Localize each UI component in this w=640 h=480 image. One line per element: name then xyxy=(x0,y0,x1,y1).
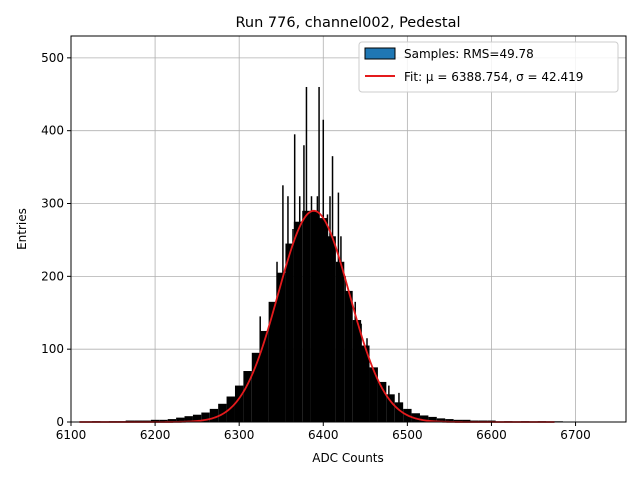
histogram-bar xyxy=(243,371,252,422)
legend-box xyxy=(358,41,619,93)
histogram-spike xyxy=(314,316,316,422)
histogram-bar xyxy=(361,345,370,422)
histogram-bar xyxy=(386,394,395,422)
histogram-spike xyxy=(329,196,331,422)
histogram-spike xyxy=(331,156,334,423)
histogram-bar xyxy=(184,416,193,422)
histogram-spike xyxy=(326,214,329,422)
histogram-spike xyxy=(318,86,320,422)
histogram-bar xyxy=(192,414,202,422)
histogram-bar xyxy=(226,396,235,422)
x-tick-label: 6700 xyxy=(560,428,591,442)
histogram-spike xyxy=(344,276,346,422)
histogram-bar xyxy=(167,419,177,422)
histogram-spike xyxy=(259,316,261,422)
histogram-spike xyxy=(360,323,362,422)
histogram-spike xyxy=(316,196,319,422)
x-axis: 6100 6200 6300 6400 6500 6600 6700 xyxy=(56,422,591,442)
histogram-spike xyxy=(366,338,368,422)
histogram-spike xyxy=(398,392,400,422)
legend-samples-swatch xyxy=(364,47,396,60)
histogram-bar xyxy=(260,330,269,422)
histogram-bar xyxy=(251,352,261,422)
histogram-bar xyxy=(327,236,336,422)
histogram-spike xyxy=(340,236,342,422)
y-tick-label: 0 xyxy=(56,415,64,429)
histogram-bar xyxy=(377,381,387,422)
histogram-bar xyxy=(268,301,278,422)
histogram-bar xyxy=(436,418,446,422)
histogram-bar xyxy=(453,419,463,422)
chart-title: Run 776, channel002, Pedestal xyxy=(235,15,460,31)
histogram-bar xyxy=(150,419,160,422)
histogram-spike xyxy=(293,134,296,423)
y-axis: 0 100 200 300 400 500 xyxy=(41,51,71,429)
histogram-spike xyxy=(287,196,289,422)
histogram-bar xyxy=(234,385,244,422)
legend-fit-label: Fit: μ = 6388.754, σ = 42.419 xyxy=(404,70,583,84)
x-tick-label: 6600 xyxy=(476,428,507,442)
y-axis-label: Entries xyxy=(15,208,29,250)
histogram-bars xyxy=(92,86,563,423)
legend-samples-label: Samples: RMS=49.78 xyxy=(404,47,534,61)
histogram-bar xyxy=(218,403,227,422)
histogram-bar xyxy=(445,419,454,422)
histogram-bar xyxy=(285,243,294,422)
histogram-bar xyxy=(293,221,303,422)
histogram-bar xyxy=(428,416,437,422)
x-tick-label: 6200 xyxy=(140,428,171,442)
histogram-spike xyxy=(388,385,390,422)
histogram-bar xyxy=(419,415,429,422)
histogram-spike xyxy=(354,301,356,422)
histogram-spike xyxy=(303,145,305,422)
y-tick-label: 400 xyxy=(41,124,64,138)
histogram-bar xyxy=(462,419,471,422)
histogram-bar xyxy=(335,261,345,422)
histogram-spike xyxy=(292,229,294,422)
histogram-spike xyxy=(282,185,284,422)
histogram-bar xyxy=(209,408,219,422)
legend: Samples: RMS=49.78 Fit: μ = 6388.754, σ … xyxy=(358,41,619,93)
histogram-bar xyxy=(176,417,185,422)
histogram-bar xyxy=(352,320,362,422)
x-tick-label: 6100 xyxy=(56,428,87,442)
histogram-spike xyxy=(337,192,340,422)
y-tick-label: 300 xyxy=(41,197,64,211)
histogram-spike xyxy=(253,354,256,422)
histogram-bar xyxy=(201,412,210,422)
histogram-bar xyxy=(344,290,353,422)
y-tick-label: 200 xyxy=(41,269,64,283)
histogram-bar xyxy=(369,367,378,422)
histogram-spike xyxy=(310,196,313,422)
plot-frame xyxy=(70,35,627,423)
x-tick-label: 6500 xyxy=(392,428,423,442)
y-tick-label: 100 xyxy=(41,342,64,356)
histogram-bar xyxy=(159,419,168,422)
y-tick-label: 500 xyxy=(41,51,64,65)
histogram-spike xyxy=(305,86,308,422)
x-tick-label: 6300 xyxy=(224,428,255,442)
histogram-spike xyxy=(322,119,325,423)
histogram-bar xyxy=(277,272,286,422)
histogram-spike xyxy=(298,196,301,422)
x-tick-label: 6400 xyxy=(308,428,339,442)
x-axis-label: ADC Counts xyxy=(312,451,384,465)
histogram-spike xyxy=(276,261,278,422)
